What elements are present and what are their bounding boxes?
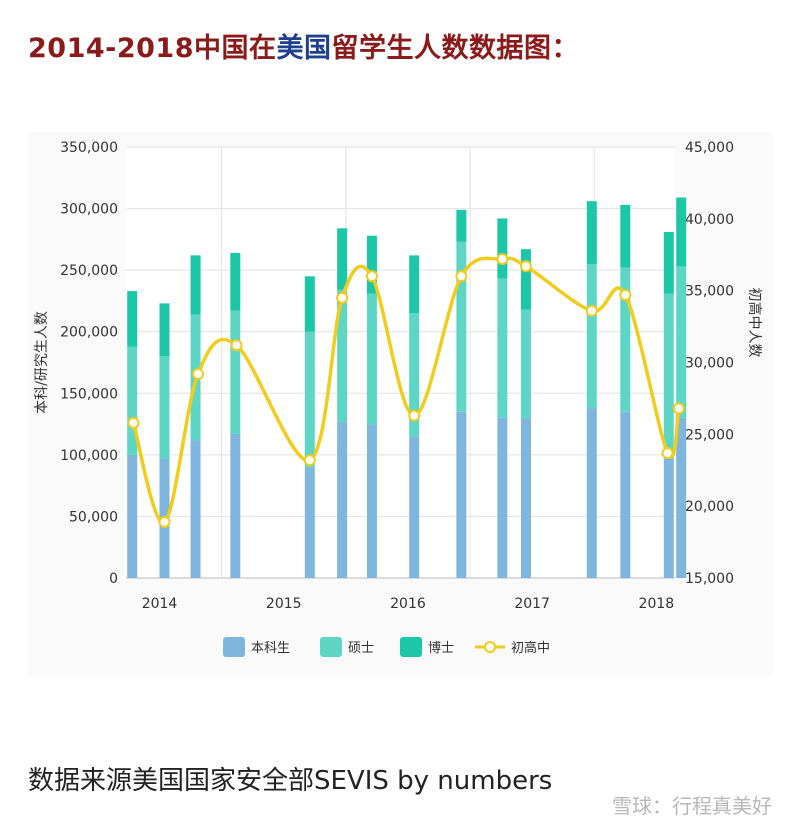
highschool-point — [230, 339, 243, 352]
bar-master — [159, 356, 170, 459]
highschool-point — [455, 270, 468, 283]
bar-phd — [497, 218, 508, 279]
source-note: 数据来源美国国家安全部SEVIS by numbers — [28, 766, 553, 796]
y-tick-label: 200,000 — [60, 325, 118, 341]
bar-phd — [409, 255, 420, 314]
bar-phd — [127, 291, 138, 347]
highschool-point — [303, 454, 316, 467]
plot-area — [126, 147, 675, 578]
legend-master-label: 硕士 — [348, 641, 374, 656]
bar-master — [520, 309, 531, 418]
bar-undergrad — [304, 467, 315, 578]
y-tick-label: 350,000 — [60, 140, 118, 156]
chart-panel: 0 50,000 100,000 150,000 200,000 250,000 300,0… — [28, 132, 773, 677]
y-tick-label: 100,000 — [60, 448, 118, 464]
highschool-point — [519, 260, 532, 273]
bar-undergrad — [586, 408, 597, 578]
bar-phd — [620, 204, 631, 268]
bar-phd — [366, 235, 377, 294]
y-tick-label: 50,000 — [69, 509, 118, 525]
x-tick-label: 2017 — [514, 596, 550, 612]
bar-phd — [337, 228, 348, 290]
bar-master — [304, 331, 315, 468]
y2-tick-label: 35,000 — [685, 284, 734, 300]
highschool-point — [496, 253, 509, 266]
bar-master — [127, 346, 138, 455]
bar-undergrad — [497, 417, 508, 578]
title-part2: 美国 — [276, 33, 332, 64]
bar-undergrad — [190, 440, 201, 578]
bar-undergrad — [337, 421, 348, 578]
y-tick-label: 150,000 — [60, 386, 118, 402]
highschool-point — [365, 270, 378, 283]
x-tick-label: 2014 — [142, 596, 178, 612]
y-tick-label: 250,000 — [60, 263, 118, 279]
y2-tick-label: 30,000 — [685, 356, 734, 372]
y2-tick-label: 45,000 — [685, 140, 734, 156]
bar-phd — [159, 303, 170, 357]
bar-phd — [663, 231, 674, 294]
bar-undergrad — [230, 433, 241, 578]
watermark: 雪球：行程真美好 — [612, 794, 772, 818]
x-tick-label: 2016 — [390, 596, 426, 612]
legend-highschool-label: 初高中 — [511, 640, 550, 656]
bar-master — [620, 267, 631, 412]
title-part1: 2014-2018中国在 — [28, 33, 277, 64]
highschool-point — [585, 304, 598, 317]
legend-undergrad-label: 本科生 — [251, 641, 290, 656]
x-tick-label: 2015 — [266, 596, 302, 612]
bar-undergrad — [366, 424, 377, 578]
bar-undergrad — [620, 411, 631, 578]
legend-highschool-marker — [484, 641, 496, 653]
bar-phd — [304, 276, 315, 332]
highschool-point — [192, 367, 205, 380]
bar-phd — [456, 209, 467, 242]
bar-master — [366, 293, 377, 425]
bar-phd — [520, 249, 531, 310]
bar-phd — [586, 201, 597, 264]
highschool-point — [127, 416, 140, 429]
bar-undergrad — [676, 417, 687, 578]
bar-phd — [190, 255, 201, 315]
legend-phd-label: 博士 — [428, 641, 454, 656]
bar-undergrad — [456, 411, 467, 578]
y-tick-label: 0 — [109, 571, 118, 587]
bar-master — [230, 310, 241, 434]
legend-undergrad-swatch — [223, 637, 245, 657]
bar-master — [497, 278, 508, 418]
page-title: 2014-2018中国在美国留学生人数数据图： — [28, 26, 579, 65]
highschool-point — [336, 291, 349, 304]
chart: 0 50,000 100,000 150,000 200,000 250,000 300,0… — [34, 140, 763, 657]
legend-master-swatch — [320, 637, 342, 657]
highschool-point — [661, 447, 674, 460]
legend-phd-swatch — [400, 637, 422, 657]
y-tick-label: 300,000 — [60, 202, 118, 218]
bar-undergrad — [663, 458, 674, 578]
bar-master — [337, 289, 348, 422]
y2-tick-label: 40,000 — [685, 212, 734, 228]
y-axis-title: 本科/研究生人数 — [34, 311, 50, 414]
bar-undergrad — [409, 436, 420, 578]
y2-tick-label: 15,000 — [685, 571, 734, 587]
x-tick-label: 2018 — [639, 596, 675, 612]
y2-tick-label: 25,000 — [685, 427, 734, 443]
bar-master — [676, 266, 687, 418]
highschool-point — [158, 515, 171, 528]
y2-tick-label: 20,000 — [685, 499, 734, 515]
bar-undergrad — [520, 417, 531, 578]
highschool-point — [619, 288, 632, 301]
highschool-point — [408, 409, 421, 422]
y2-axis-title: 初高中人数 — [746, 288, 763, 358]
bar-master — [663, 293, 674, 459]
bar-master — [456, 241, 467, 412]
bar-phd — [230, 252, 241, 311]
bar-master — [409, 313, 420, 437]
highschool-point — [672, 402, 685, 415]
bar-phd — [676, 197, 687, 267]
title-part3: 留学生人数数据图： — [331, 33, 579, 64]
bar-master — [586, 263, 597, 409]
bar-undergrad — [127, 454, 138, 578]
